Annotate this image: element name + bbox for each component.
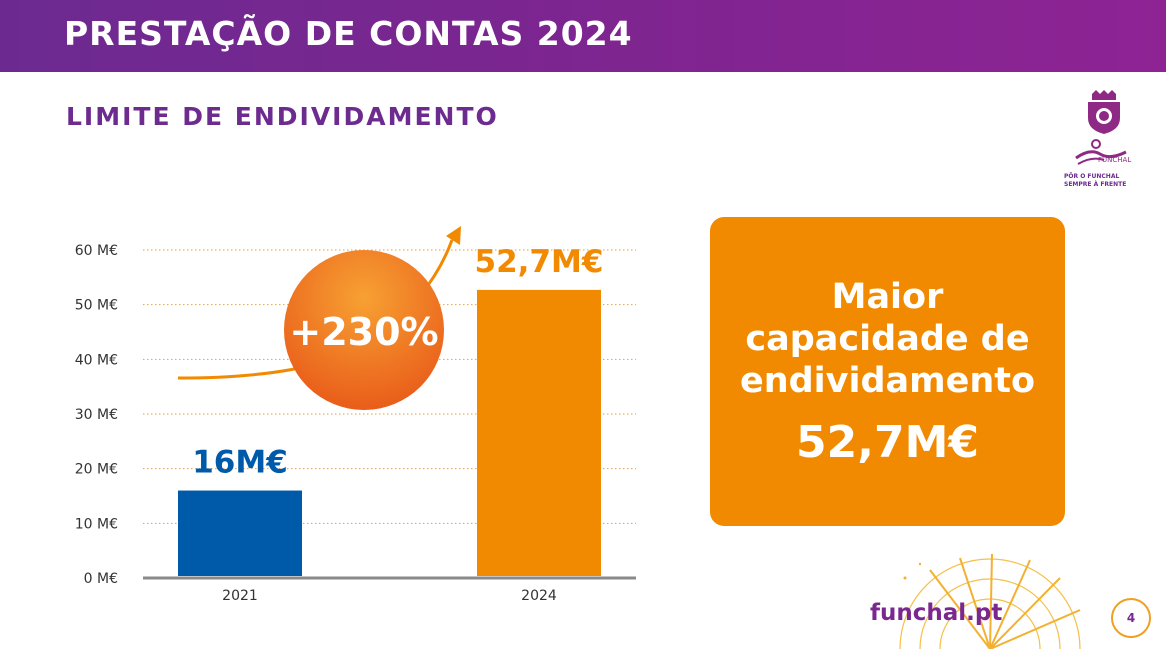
info-box-text: Maior capacidade de endividamento [739, 276, 1036, 401]
bars: 16M€ 52,7M€ [178, 244, 603, 576]
funchal-crest-logo: FUNCHAL [1075, 90, 1131, 165]
y-tick-label: 60 M€ [75, 243, 118, 259]
crest-icon [1088, 90, 1120, 134]
y-axis-ticks: 0 M€ 10 M€ 20 M€ 30 M€ 40 M€ 50 M€ 60 M€ [75, 243, 118, 587]
y-tick-label: 20 M€ [75, 462, 118, 478]
header-bar: PRESTAÇÃO DE CONTAS 2024 [0, 0, 1166, 72]
page-number-badge: 4 [1111, 598, 1151, 638]
y-tick-label: 0 M€ [84, 571, 118, 587]
funchal-wordmark-icon: FUNCHAL [1075, 139, 1131, 165]
svg-text:FUNCHAL: FUNCHAL [1098, 156, 1131, 164]
bar-2021 [178, 490, 302, 576]
section-title: LIMITE DE ENDIVIDAMENTO [66, 102, 499, 131]
x-category-label: 2021 [222, 588, 258, 604]
bar-2024 [477, 289, 601, 576]
growth-circle [284, 250, 444, 410]
y-tick-label: 30 M€ [75, 407, 118, 423]
y-tick-label: 50 M€ [75, 298, 118, 314]
y-tick-label: 40 M€ [75, 352, 118, 368]
x-axis-categories: 2021 2024 [222, 588, 557, 604]
page-title: PRESTAÇÃO DE CONTAS 2024 [64, 14, 633, 53]
data-label-2021: 16M€ [192, 445, 288, 481]
data-label-2024: 52,7M€ [475, 244, 604, 280]
y-tick-label: 10 M€ [75, 516, 118, 532]
logo-slogan: PÔR O FUNCHAL SEMPRE À FRENTE [1064, 173, 1127, 188]
x-category-label: 2024 [521, 588, 557, 604]
arrow-head-icon [446, 226, 461, 245]
website-link[interactable]: funchal.pt [870, 600, 1003, 626]
sun-rays-decoration [899, 553, 1081, 649]
info-box: Maior capacidade de endividamento 52,7M€ [710, 217, 1065, 526]
info-box-value: 52,7M€ [796, 416, 979, 468]
growth-annotation: +230% [177, 226, 461, 410]
growth-label: +230% [289, 310, 438, 354]
